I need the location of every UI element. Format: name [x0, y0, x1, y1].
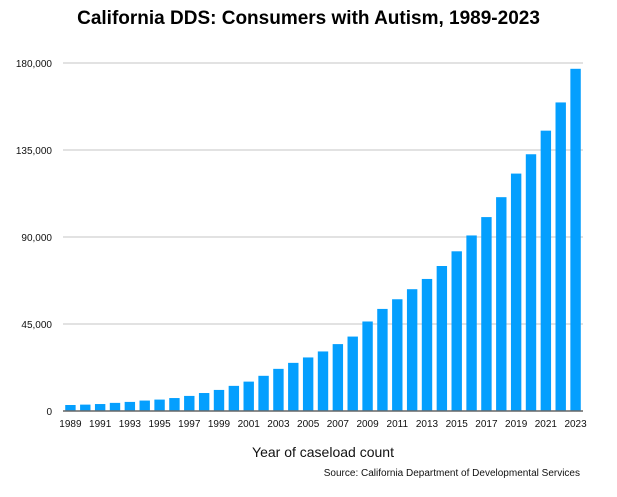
bar-2000 — [228, 385, 240, 411]
bar-1996 — [169, 398, 180, 411]
x-tick-label: 1995 — [148, 419, 171, 430]
x-tick-label: 2017 — [475, 419, 498, 430]
y-tick-label: 180,000 — [16, 59, 53, 70]
bar-2015 — [451, 251, 462, 411]
bar-2021 — [540, 130, 552, 411]
bar-2003 — [273, 368, 284, 411]
bar-1994 — [139, 400, 150, 411]
bar-1993 — [124, 401, 136, 411]
bar-2014 — [436, 266, 448, 411]
bar-2023 — [570, 68, 581, 412]
bar-2018 — [496, 197, 507, 411]
bar-2022 — [555, 102, 566, 411]
y-tick-label: 90,000 — [21, 233, 52, 244]
bar-1989 — [65, 405, 76, 411]
bar-2016 — [466, 235, 477, 411]
bar-1998 — [198, 393, 210, 411]
bar-2005 — [302, 357, 314, 411]
bar-1997 — [184, 395, 195, 411]
bar-2007 — [332, 344, 344, 411]
bar-1991 — [94, 404, 106, 411]
bar-1992 — [109, 402, 121, 411]
y-tick-label: 45,000 — [21, 320, 52, 331]
x-tick-label: 2003 — [267, 419, 290, 430]
bar-2017 — [481, 217, 492, 411]
bar-1990 — [80, 404, 91, 411]
bar-2004 — [288, 362, 299, 411]
bar-2012 — [406, 289, 418, 411]
bar-2020 — [525, 154, 537, 411]
x-tick-label: 2015 — [446, 419, 469, 430]
x-tick-label: 1991 — [89, 419, 112, 430]
bar-2011 — [392, 299, 403, 411]
x-tick-label: 1999 — [208, 419, 231, 430]
x-tick-label: 2013 — [416, 419, 439, 430]
x-tick-label: 1993 — [119, 419, 142, 430]
x-tick-label: 2011 — [387, 419, 409, 430]
bar-2006 — [317, 351, 329, 411]
x-tick-label: 2005 — [297, 419, 320, 430]
x-tick-label: 1989 — [59, 419, 82, 430]
x-tick-label: 2019 — [505, 419, 528, 430]
x-axis-label: Year of caseload count — [252, 444, 394, 460]
bar-2008 — [347, 336, 358, 411]
x-tick-label: 1997 — [178, 419, 201, 430]
bar-2019 — [510, 173, 522, 411]
y-tick-label: 135,000 — [16, 146, 53, 157]
bar-1999 — [213, 389, 225, 411]
bar-2002 — [258, 375, 269, 411]
source-note: Source: California Department of Develop… — [323, 468, 580, 479]
chart-title: California DDS: Consumers with Autism, 1… — [77, 8, 540, 29]
bar-2001 — [243, 381, 254, 411]
x-tick-label: 2007 — [327, 419, 350, 430]
bar-2009 — [362, 321, 373, 411]
x-tick-label: 2023 — [564, 419, 587, 430]
x-tick-label: 2009 — [356, 419, 379, 430]
y-tick-label: 0 — [46, 407, 52, 418]
bar-2013 — [421, 278, 433, 411]
x-tick-label: 2001 — [238, 419, 261, 430]
bar-1995 — [154, 399, 165, 411]
bar-2010 — [377, 308, 388, 411]
x-tick-label: 2021 — [535, 419, 558, 430]
